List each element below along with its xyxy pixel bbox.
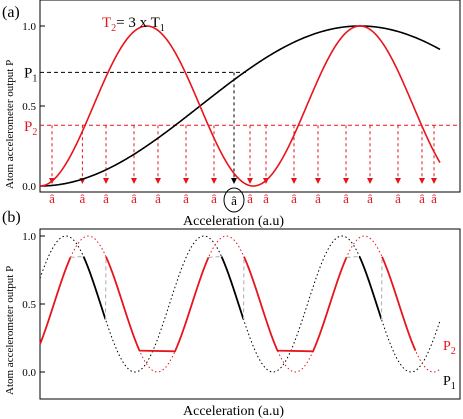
level-label-p2: P2 [24,119,37,138]
panel-a-annotation: T2= 3 x T1 [102,15,165,34]
y-tick-label-b: 0.5 [22,299,36,311]
marker-arrow-red [131,178,137,184]
solid-branch-p1 [358,256,383,320]
panel-b-xlabel: Acceleration (a.u) [183,404,284,419]
panel-a-label: (a) [2,4,20,21]
marker-label-red: â [367,191,373,206]
marker-label-red: â [419,191,425,206]
panel-a-curves [39,25,441,187]
switch-connector [70,255,84,258]
switch-connector [105,256,107,320]
marker-arrow-red [431,178,437,184]
panel-a-y-ticks: 0.0 0.5 1.0 [22,21,45,193]
switch-connector [346,255,360,258]
curve-p1-a [40,25,441,187]
legend-p1-sub: 1 [451,381,456,392]
panel-a-markers: â â â â â â â â â â â â â â â ââ [49,72,437,213]
curve-p2-a [39,25,441,187]
panel-a-level-lines: P1 P2 [24,65,460,138]
solid-branch-p2 [381,256,417,352]
y-tick-label-a: 1.0 [22,21,36,33]
panel-b-ylabel: Atom accelerometer output P [4,266,16,395]
panel-a: (a) Atom accelerometer output P Accelera… [2,0,461,229]
marker-circle-black [223,187,245,213]
fringe-p2-dotted [39,235,441,373]
legend-p1: P1 [443,374,456,392]
switch-connector [381,256,383,320]
marker-arrow-red [291,178,297,184]
legend-p1-name: P [443,374,451,389]
panel-b-y-ticks: 0.0 0.5 1.0 [22,231,45,379]
marker-label-red: â [80,191,86,206]
switch-connector [208,255,222,258]
marker-arrow-red [103,178,109,184]
solid-branch-p1 [82,256,107,320]
marker-label-red: â [291,191,297,206]
marker-arrow-red [183,178,189,184]
solid-branch-p1 [220,256,245,320]
marker-label-red: â [263,191,269,206]
marker-label-red: â [103,191,109,206]
panel-b-label: (b) [2,209,21,226]
marker-label-red: â [247,191,253,206]
y-tick-label-b: 1.0 [22,231,36,243]
marker-arrow-red [155,178,161,184]
legend-p2-name: P [443,339,451,354]
marker-arrow-red [315,178,321,184]
solid-branch-p2 [243,256,348,353]
marker-arrow-red [419,178,425,184]
marker-label-red: â [343,191,349,206]
marker-arrow-black [231,178,237,184]
marker-arrow-red [343,178,349,184]
level-label-sub: 1 [32,73,37,84]
marker-label-red: â [315,191,321,206]
annotation-t2-sub: 2 [111,23,116,34]
annotation-t2: T [102,15,111,31]
annotation-eq: = 3 x T [116,15,160,31]
level-label-p1: P1 [24,65,37,84]
panel-a-ylabel: Atom accelerometer output P [4,60,16,189]
annotation-t1-sub: 1 [160,23,165,34]
marker-label-red: â [395,191,401,206]
marker-label-red: â [49,191,55,206]
marker-arrow-red [367,178,373,184]
legend-p2: P2 [443,339,456,357]
panel-a-xlabel: Acceleration (a.u) [183,214,284,229]
switch-connector [243,256,245,320]
y-tick-label-a: 0.0 [22,181,36,193]
marker-arrow-red [211,178,217,184]
marker-label-red: â [183,191,189,206]
y-tick-label-a: 0.5 [22,101,36,113]
marker-label-red: â [431,191,437,206]
panel-b-frame [39,228,461,400]
level-label-sub: 2 [32,127,37,138]
panel-b-curves [39,235,441,373]
marker-label-red: â [211,191,217,206]
solid-branch-p2 [105,256,210,353]
marker-arrow-red [247,178,253,184]
panel-b: (b) Atom accelerometer output P Accelera… [2,209,461,419]
panel-a-frame [39,0,461,193]
y-tick-label-b: 0.0 [22,367,36,379]
marker-label-red: â [131,191,137,206]
marker-arrow-red [395,178,401,184]
marker-label-red: â [155,191,161,206]
legend-p2-sub: 2 [451,346,456,357]
marker-label-black: â [231,193,237,208]
solid-branch-p2 [39,256,72,345]
